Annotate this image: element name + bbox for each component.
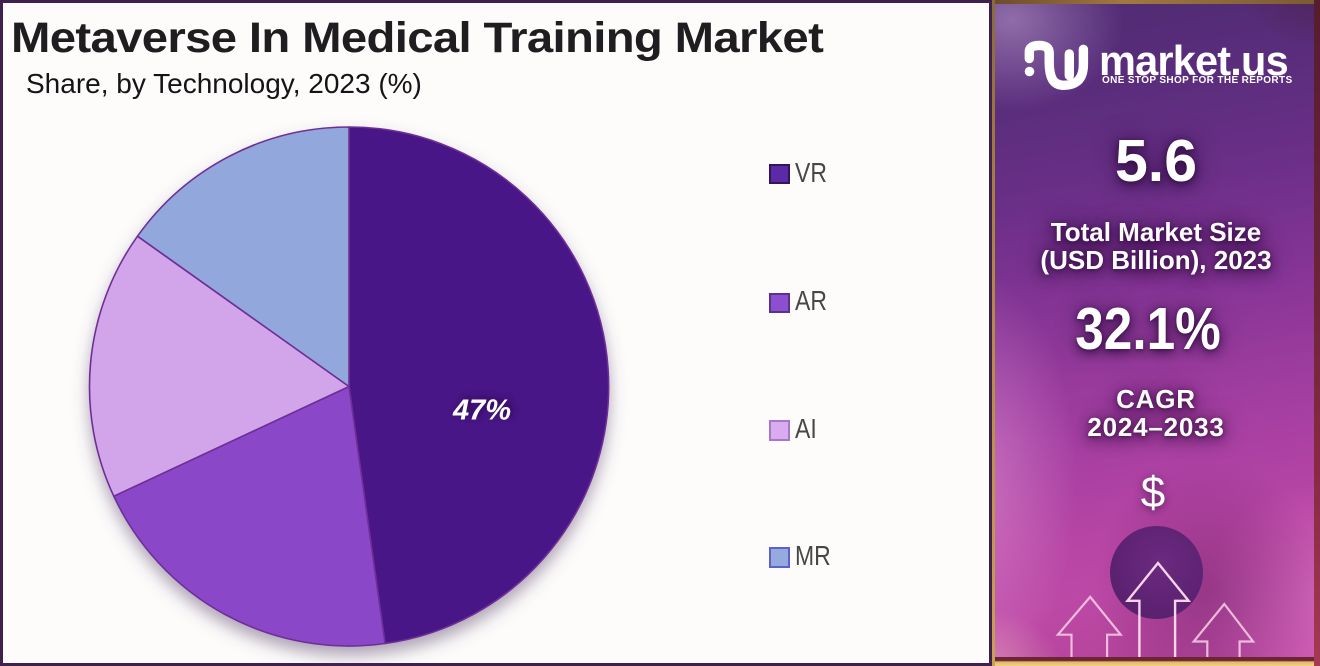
svg-text:47%: 47% — [452, 395, 511, 427]
svg-text:ONE STOP SHOP FOR THE REPORTS: ONE STOP SHOP FOR THE REPORTS — [1102, 75, 1292, 86]
svg-text:market.us: market.us — [1099, 37, 1288, 84]
